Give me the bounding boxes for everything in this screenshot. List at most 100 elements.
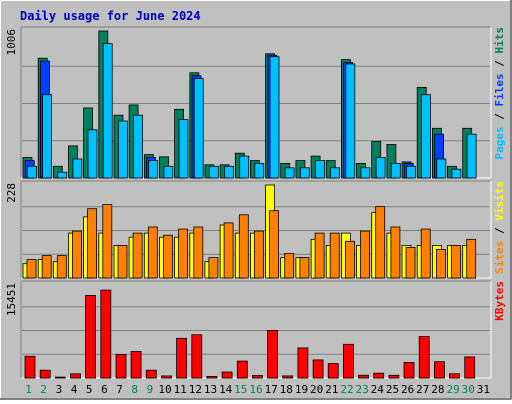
bar-pages-day-4: [72, 158, 83, 179]
day-label-21: 21: [325, 383, 338, 396]
bar-sites-day-28: [435, 248, 446, 279]
bar-sites-day-29: [451, 244, 461, 279]
bar-kbytes-day-28: [433, 361, 445, 379]
bar-pages-day-1: [26, 165, 37, 179]
panel-visits-sites: 228 Sites / Visits: [5, 180, 506, 279]
bar-kbytes-day-10: [161, 375, 172, 379]
bar-pages-day-29: [451, 168, 462, 179]
day-label-30: 30: [462, 383, 475, 396]
day-label-18: 18: [280, 383, 293, 396]
bar-kbytes-day-29: [449, 373, 460, 379]
bar-sites-day-23: [360, 230, 370, 279]
bar-kbytes-day-3: [54, 376, 66, 379]
day-label-25: 25: [386, 383, 399, 396]
day-label-4: 4: [71, 383, 78, 396]
bar-pages-day-3: [57, 171, 68, 179]
legend-part: Hits: [493, 27, 506, 54]
bar-sites-day-13: [208, 257, 219, 279]
bar-pages-day-8: [133, 114, 143, 179]
day-label-13: 13: [204, 383, 217, 396]
bar-kbytes-day-4: [70, 373, 81, 379]
day-label-27: 27: [416, 383, 429, 396]
bar-kbytes-day-13: [206, 375, 218, 379]
y-max-label: 228: [5, 183, 18, 203]
bar-kbytes-day-27: [418, 336, 430, 379]
bar-sites-day-12: [193, 226, 204, 279]
bar-sites-day-20: [314, 232, 325, 279]
day-label-26: 26: [401, 383, 414, 396]
y-max-label: 1006: [5, 29, 18, 56]
bar-pages-day-28: [436, 158, 447, 179]
y-max-label: 15451: [5, 283, 18, 316]
bar-kbytes-day-12: [191, 334, 203, 379]
bar-sites-day-22: [344, 240, 355, 279]
day-label-5: 5: [86, 383, 93, 396]
bar-pages-day-10: [163, 165, 174, 179]
bar-sites-day-2: [41, 255, 52, 279]
bar-sites-day-9: [147, 226, 158, 279]
day-label-8: 8: [131, 383, 138, 396]
bar-sites-day-24: [375, 206, 386, 279]
day-label-15: 15: [234, 383, 247, 396]
legend-part: Visits: [493, 181, 506, 221]
bar-sites-day-6: [102, 204, 113, 279]
chart-title: Daily usage for June 2024: [20, 9, 201, 23]
bar-kbytes-day-21: [327, 363, 339, 379]
bar-kbytes-day-6: [100, 289, 112, 379]
day-label-31: 31: [477, 383, 490, 396]
panel-legend-label: KBytes: [493, 281, 506, 321]
bar-kbytes-day-23: [358, 374, 369, 379]
bar-sites-day-5: [87, 208, 97, 279]
bar-sites-day-26: [405, 246, 416, 279]
bar-kbytes-day-24: [373, 372, 385, 379]
day-axis-labels: 1 2 3 4 5 6 7 8 9 10 11 12 13 14 15 16 17 18 19 20 21 22 23 24 2…: [25, 383, 490, 396]
legend-part: KBytes: [493, 281, 506, 321]
panel-legend-label: Sites / Visits: [493, 181, 506, 274]
day-label-23: 23: [355, 383, 368, 396]
bar-pages-day-21: [330, 167, 341, 179]
day-label-10: 10: [158, 383, 171, 396]
bar-sites-day-8: [132, 232, 143, 279]
bar-sites-day-11: [178, 228, 189, 279]
bar-pages-day-15: [239, 155, 250, 179]
bar-sites-day-30: [466, 238, 477, 279]
bar-pages-day-14: [224, 165, 234, 179]
day-label-7: 7: [116, 383, 123, 396]
legend-part: /: [493, 107, 506, 127]
bar-pages-day-13: [208, 165, 219, 179]
bar-kbytes-day-17: [267, 329, 279, 379]
bar-pages-day-12: [193, 78, 204, 179]
day-label-12: 12: [189, 383, 202, 396]
bar-pages-day-20: [315, 160, 325, 179]
panel-legend-label: Pages / Files / Hits: [493, 27, 506, 160]
day-label-3: 3: [56, 383, 63, 396]
bar-sites-day-16: [253, 230, 264, 279]
day-label-9: 9: [147, 383, 154, 396]
bar-pages-day-16: [254, 162, 265, 179]
legend-part: Pages: [493, 126, 506, 159]
bar-kbytes-day-5: [85, 295, 96, 379]
day-label-1: 1: [25, 383, 32, 396]
bar-sites-day-25: [390, 226, 401, 279]
panel-kbytes: 15451 KBytes: [5, 280, 506, 379]
bar-kbytes-day-20: [312, 359, 324, 379]
legend-part: Sites: [493, 241, 506, 274]
bar-kbytes-day-25: [388, 374, 400, 379]
bar-kbytes-day-1: [24, 355, 36, 379]
day-label-17: 17: [265, 383, 278, 396]
bar-kbytes-day-19: [297, 347, 309, 379]
bar-kbytes-day-11: [176, 337, 188, 379]
bar-kbytes-day-26: [403, 361, 415, 379]
bar-pages-day-5: [87, 129, 98, 179]
day-label-24: 24: [371, 383, 385, 396]
bar-sites-day-10: [163, 234, 173, 279]
bar-sites-day-19: [299, 257, 310, 279]
bar-pages-day-26: [405, 165, 416, 179]
legend-part: /: [493, 221, 506, 241]
legend-part: Files: [493, 73, 506, 106]
day-label-20: 20: [310, 383, 323, 396]
bar-kbytes-day-16: [251, 375, 263, 379]
day-label-11: 11: [174, 383, 187, 396]
